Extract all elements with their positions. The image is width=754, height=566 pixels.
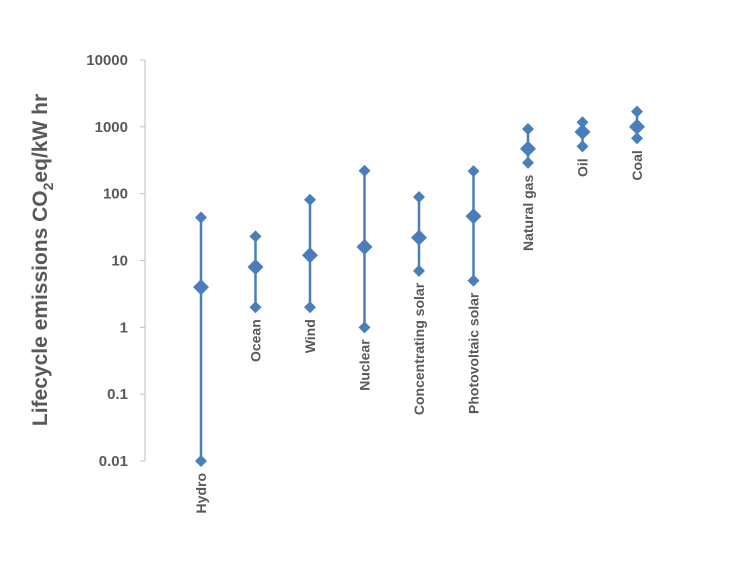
category-label: Coal (629, 150, 645, 180)
category-label: Natural gas (520, 175, 536, 251)
mid-marker (302, 247, 318, 264)
y-tick-label: 1 (120, 319, 128, 336)
min-marker (304, 301, 316, 314)
min-marker (467, 274, 480, 287)
y-tick-label: 0.1 (107, 386, 128, 403)
range-concentrating-solar (411, 191, 427, 277)
max-marker (576, 116, 589, 129)
y-tick-label: 1000 (95, 119, 128, 136)
y-tick-label: 10 (111, 253, 128, 270)
range-photovoltaic-solar (465, 165, 482, 287)
max-marker (304, 193, 316, 206)
range-series (193, 105, 645, 467)
y-axis-label-subscript: 2 (40, 182, 56, 190)
min-marker (195, 455, 207, 467)
category-labels: Hydro Ocean Wind Nuclear Concentrating solar… (193, 150, 645, 513)
max-marker (195, 211, 207, 224)
y-tick-group: 0.01 0.1 1 10 100 1000 10000 (86, 52, 145, 470)
mid-marker (629, 118, 645, 135)
range-nuclear (356, 164, 373, 334)
y-tick-label: 10000 (86, 52, 128, 69)
category-label: Hydro (193, 473, 209, 513)
y-axis-label-rest: eq/kW hr (29, 94, 52, 183)
category-label: Oil (575, 158, 591, 177)
mid-marker (520, 140, 536, 157)
mid-marker (465, 208, 482, 225)
category-label: Concentrating solar (411, 282, 427, 415)
range-wind (302, 193, 318, 314)
y-axis-label-main: Lifecycle emissions CO (29, 190, 52, 426)
category-label: Nuclear (357, 339, 373, 391)
y-axis-label: Lifecycle emissions CO2eq/kW hr (29, 94, 56, 426)
y-tick-label: 0.01 (99, 453, 128, 470)
max-marker (522, 122, 534, 135)
min-marker (249, 301, 262, 314)
range-coal (629, 105, 645, 145)
category-label: Photovoltaic solar (466, 292, 482, 414)
range-hydro (193, 211, 209, 467)
min-marker (576, 140, 589, 153)
mid-marker (356, 238, 373, 255)
mid-marker (247, 258, 264, 275)
max-marker (358, 164, 371, 177)
max-marker (249, 230, 262, 243)
y-tick-label: 100 (103, 186, 128, 203)
category-label: Wind (302, 319, 318, 353)
range-ocean (247, 230, 264, 314)
range-oil (574, 116, 591, 153)
mid-marker (574, 123, 591, 140)
min-marker (522, 156, 534, 169)
mid-marker (193, 279, 209, 296)
category-label: Ocean (248, 319, 264, 362)
max-marker (467, 165, 480, 178)
min-marker (413, 264, 425, 277)
min-marker (358, 321, 371, 334)
mid-marker (411, 229, 427, 246)
max-marker (413, 191, 425, 204)
min-marker (631, 132, 643, 145)
max-marker (631, 105, 643, 118)
range-natural-gas (520, 122, 536, 169)
